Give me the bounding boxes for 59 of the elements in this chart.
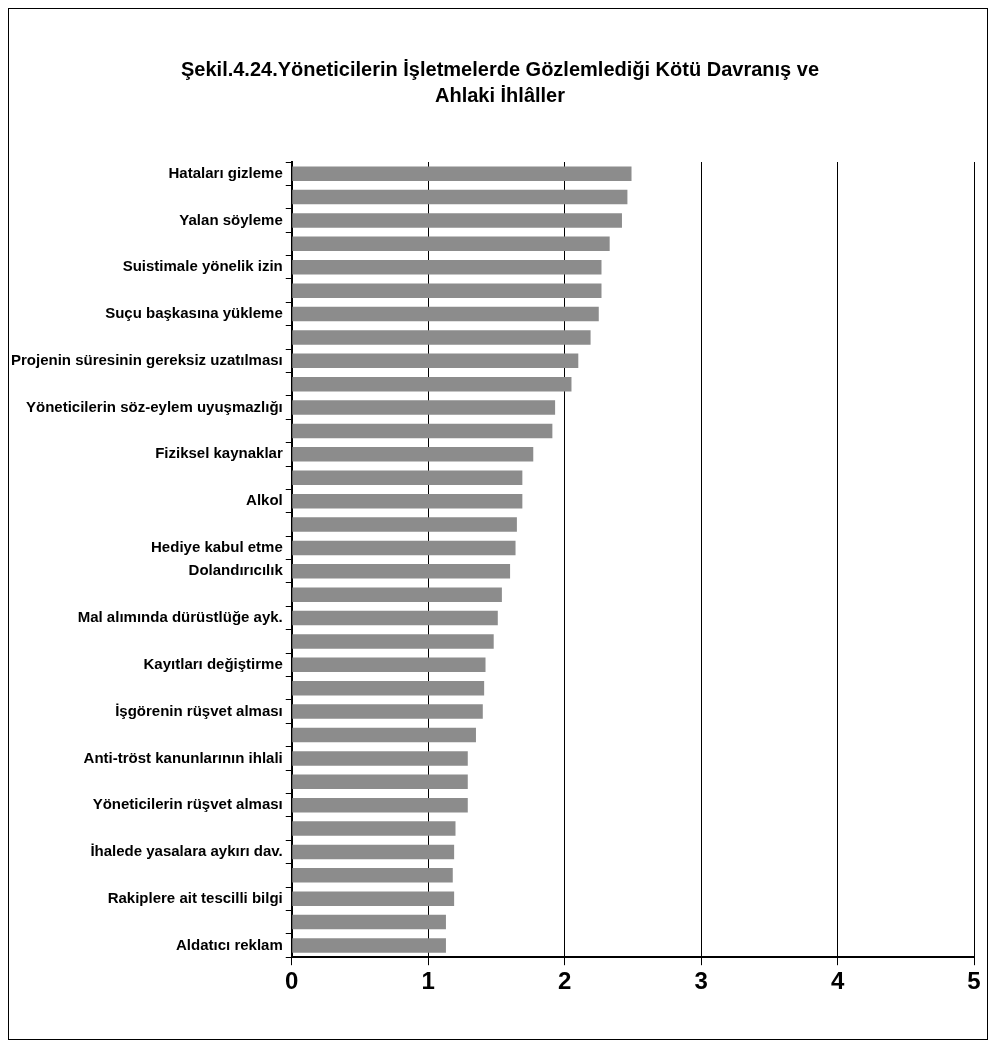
- y-tick-label: Mal alımında dürüstlüğe ayk.: [77, 608, 283, 626]
- bar: [292, 166, 632, 181]
- y-tick-label: Yalan söyleme: [179, 210, 283, 228]
- y-tick-label: Suçu başkasına yükleme: [105, 304, 283, 322]
- x-tick-label: 5: [967, 967, 981, 995]
- bar: [292, 868, 453, 883]
- bar: [292, 657, 486, 673]
- bar: [292, 751, 468, 766]
- bar: [292, 914, 446, 930]
- y-tick-label: Suistimale yönelik izin: [122, 257, 283, 275]
- bar: [292, 610, 498, 626]
- bar: [292, 283, 602, 298]
- x-tick-label: 1: [421, 967, 435, 995]
- y-tick-label: Alkol: [246, 491, 283, 509]
- bar: [292, 564, 511, 579]
- y-tick-label: Fiziksel kaynaklar: [155, 444, 283, 462]
- x-tick-label: 3: [694, 967, 708, 995]
- y-tick-label: Hataları gizleme: [168, 163, 283, 181]
- bar: [292, 447, 534, 462]
- bar: [292, 376, 572, 392]
- y-tick-label: Aldatıcı reklam: [176, 935, 283, 953]
- x-tick-label: 4: [830, 967, 845, 995]
- bar: [292, 400, 556, 415]
- bar: [292, 189, 628, 205]
- bar: [292, 727, 476, 743]
- y-tick-label: Dolandırıcılık: [188, 561, 284, 579]
- y-tick-label: Yöneticilerin rüşvet alması: [92, 795, 283, 813]
- bar: [292, 306, 599, 322]
- x-tick-label: 2: [557, 967, 572, 995]
- bar: [292, 844, 455, 860]
- bar: [292, 540, 516, 556]
- bar: [292, 213, 622, 228]
- chart-title: Şekil.4.24.Yöneticilerin İşletmelerde Gözlemlediği Kötü Davranış ve Ahlaki İhlâller: [180, 57, 820, 108]
- bar: [292, 470, 523, 485]
- bar: [292, 353, 579, 369]
- bar: [292, 774, 468, 790]
- bar: [292, 680, 485, 696]
- bar: [292, 634, 494, 649]
- y-tick-label: Rakiplere ait tescilli bilgi: [107, 888, 283, 906]
- bar: [292, 704, 483, 719]
- bar: [292, 330, 591, 345]
- bar: [292, 423, 553, 439]
- bar: [292, 493, 523, 509]
- y-tick-label: İhalede yasalara aykırı dav.: [90, 842, 283, 860]
- bar: [292, 938, 446, 953]
- y-tick-label: Anti-tröst kanunlarının ihlali: [83, 748, 283, 766]
- bar: [292, 891, 455, 906]
- y-tick-label: Kayıtları değiştirme: [143, 654, 283, 672]
- y-tick-label: İşgörenin rüşvet alması: [115, 701, 283, 719]
- bar: [292, 821, 456, 836]
- x-tick-label: 0: [285, 967, 299, 995]
- bar: [292, 260, 602, 275]
- bar: [292, 797, 468, 813]
- y-tick-label: Projenin süresinin gereksiz uzatılması: [10, 350, 283, 368]
- bar: [292, 587, 502, 602]
- y-tick-label: Yöneticilerin söz-eylem uyuşmazlığı: [26, 397, 283, 415]
- y-tick-label: Hediye kabul etme: [151, 538, 283, 556]
- bar: [292, 517, 517, 532]
- bar: [292, 236, 610, 252]
